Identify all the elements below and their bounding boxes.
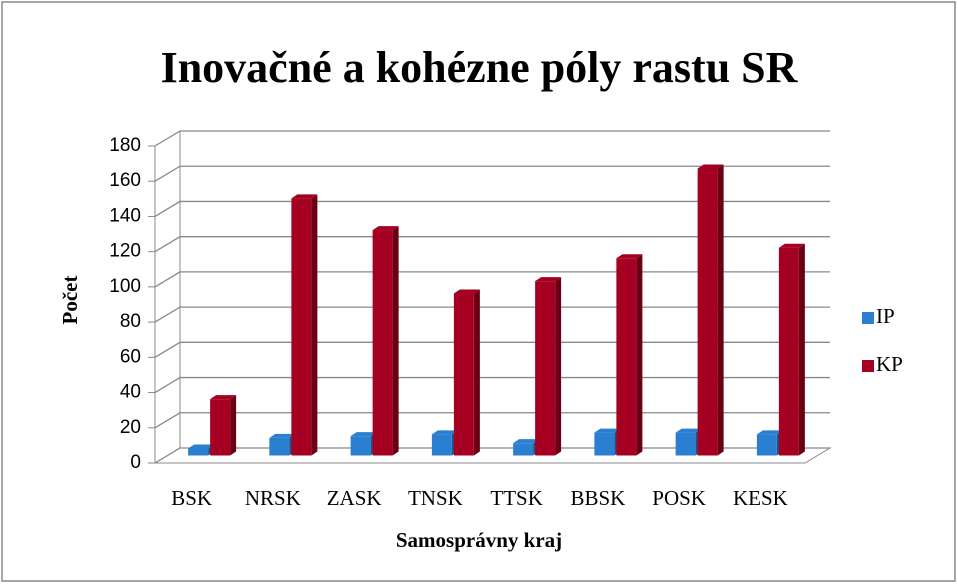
grid-line [154,306,830,323]
y-tick-label: 0 [130,452,141,473]
grid-line [154,271,830,288]
bar [697,168,718,456]
floor [153,447,832,464]
x-tick-label: NRSK [245,486,301,510]
bar-top [291,194,318,199]
bar-top [188,444,215,449]
y-axis-title: Počet [58,276,82,325]
bar-top [535,277,562,282]
bar [778,247,799,456]
grid-line [154,236,830,253]
y-tick-label: 160 [109,170,141,191]
bar-top [616,254,643,259]
x-tick-label: BSK [171,486,212,510]
bar-side [311,194,318,456]
legend-swatch [862,360,874,372]
x-tick-label: TNSK [408,486,463,510]
bar [453,293,474,456]
grid-line [154,165,830,182]
grid-line [154,412,830,429]
bar-top [594,428,621,433]
x-axis-title: Samosprávny kraj [396,528,562,552]
y-tick-label: 140 [109,205,141,226]
bar-side [230,395,237,456]
x-tick-label: BBSK [570,486,625,510]
bar [756,434,777,456]
y-tick-label: 80 [120,311,141,332]
y-tick-label: 100 [109,276,141,297]
bar [513,443,534,456]
bar-side [717,164,724,456]
bar-side [555,277,562,456]
y-tick-label: 40 [120,382,141,403]
bar-top [756,430,783,435]
bar [535,281,556,456]
y-tick-label: 60 [120,346,141,367]
bar-top [778,243,805,248]
y-tick-label: 20 [120,417,141,438]
bar-top [453,289,480,294]
bar [210,399,231,456]
bar [350,436,371,456]
bar [291,198,312,456]
bar-side [636,254,643,456]
grid-line [154,341,830,358]
bar-top [269,433,296,438]
bar-top [350,432,377,437]
bar [675,432,696,456]
bar [616,258,637,456]
bar-top [513,439,540,444]
x-tick-label: TTSK [490,486,543,510]
bar-side [798,243,805,456]
grid-line [154,130,830,147]
legend-label: IP [876,304,895,328]
bar [269,437,290,456]
y-tick-label: 180 [109,135,141,156]
x-tick-label: KESK [733,486,788,510]
x-tick-label: POSK [652,486,706,510]
grid-line [154,376,830,394]
bar-top [675,428,702,433]
bar-top [697,164,724,169]
bar-side [473,289,480,456]
bar-top [431,430,458,435]
bar [431,434,452,456]
chart-title: Inovačné a kohézne póly rastu SR [161,43,799,92]
x-tick-label: ZASK [327,486,382,510]
y-tick-label: 120 [109,241,141,262]
bar-side [392,226,399,456]
bar-top [210,395,237,400]
grid-line [154,200,830,218]
legend-swatch [862,312,874,324]
bar-top [372,226,399,231]
bar [188,448,209,456]
bar [594,432,615,456]
bar [372,230,393,456]
legend-label: KP [876,352,903,376]
